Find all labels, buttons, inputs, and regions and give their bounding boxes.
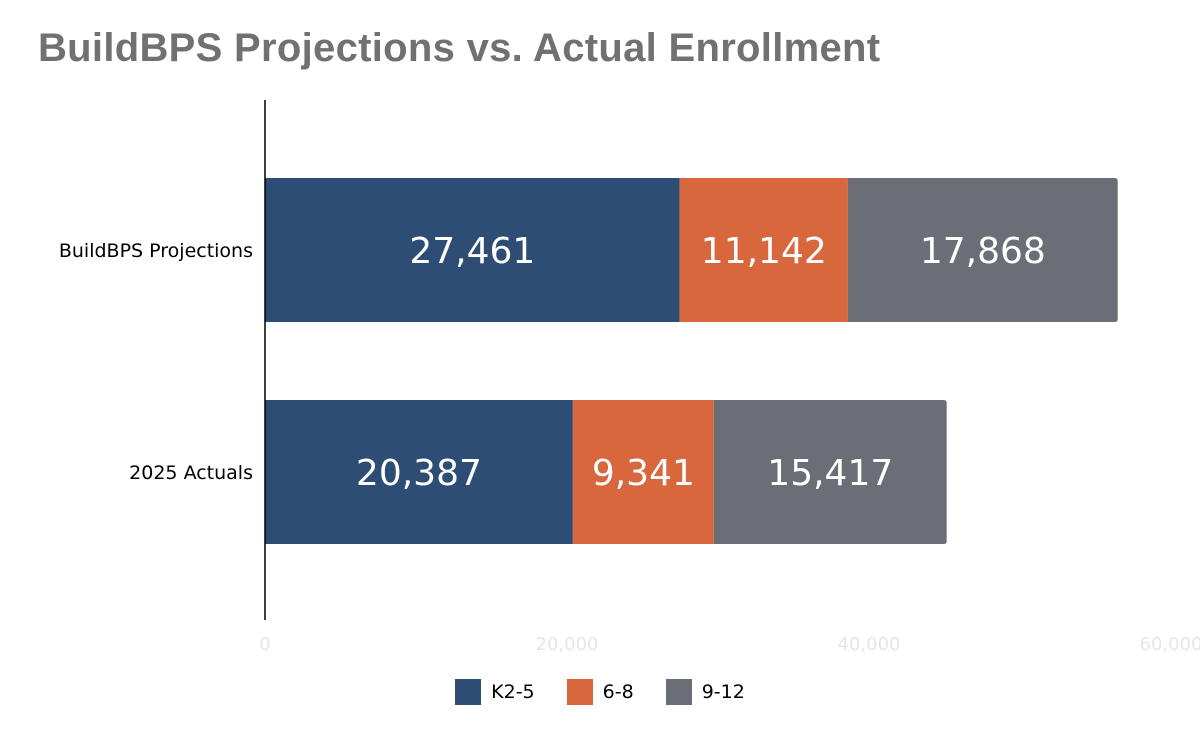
legend-swatch-2 — [665, 679, 692, 705]
data-label-k2-5-0: 27,461 — [409, 231, 535, 272]
x-tick-labels-layer: 0 20,000 40,000 60,000 — [259, 634, 1200, 655]
data-label-9-12-0: 17,868 — [920, 231, 1046, 272]
bar-segment-9-12-0 — [847, 178, 1118, 322]
legend-item-1: 6-8 — [566, 679, 634, 705]
data-label-k2-5-1: 20,387 — [356, 453, 482, 494]
legend-item-2: 9-12 — [665, 679, 745, 705]
data-labels-layer: 27,461 11,142 17,868 20,387 9,341 15,417 — [356, 231, 1046, 494]
data-label-9-12-1: 15,417 — [767, 453, 893, 494]
legend-swatch-0 — [455, 679, 482, 705]
legend: K2-5 6-8 9-12 — [0, 679, 1200, 705]
legend-label-1: 6-8 — [602, 681, 634, 703]
legend-item-0: K2-5 — [455, 679, 535, 705]
legend-label-0: K2-5 — [491, 681, 535, 703]
x-tick-label-2: 40,000 — [838, 634, 901, 655]
legend-swatch-1 — [566, 679, 593, 705]
chart-title: BuildBPS Projections vs. Actual Enrollme… — [38, 26, 881, 70]
category-labels-layer: BuildBPS Projections 2025 Actuals — [59, 240, 253, 484]
bar-segment-6-8-1 — [572, 400, 714, 544]
bar-segment-9-12-1 — [713, 400, 947, 544]
bar-segment-k2-5-1 — [265, 400, 573, 544]
data-label-6-8-0: 11,142 — [701, 231, 827, 272]
x-tick-label-1: 20,000 — [536, 634, 599, 655]
legend-label-2: 9-12 — [701, 681, 745, 703]
bar-segment-6-8-0 — [679, 178, 848, 322]
bars-layer — [265, 178, 1118, 544]
data-label-6-8-1: 9,341 — [592, 453, 695, 494]
category-label-0: BuildBPS Projections — [59, 240, 253, 262]
x-tick-label-3: 60,000 — [1140, 634, 1200, 655]
x-tick-label-0: 0 — [259, 634, 270, 655]
category-label-1: 2025 Actuals — [129, 462, 253, 484]
bar-segment-k2-5-0 — [265, 178, 680, 322]
